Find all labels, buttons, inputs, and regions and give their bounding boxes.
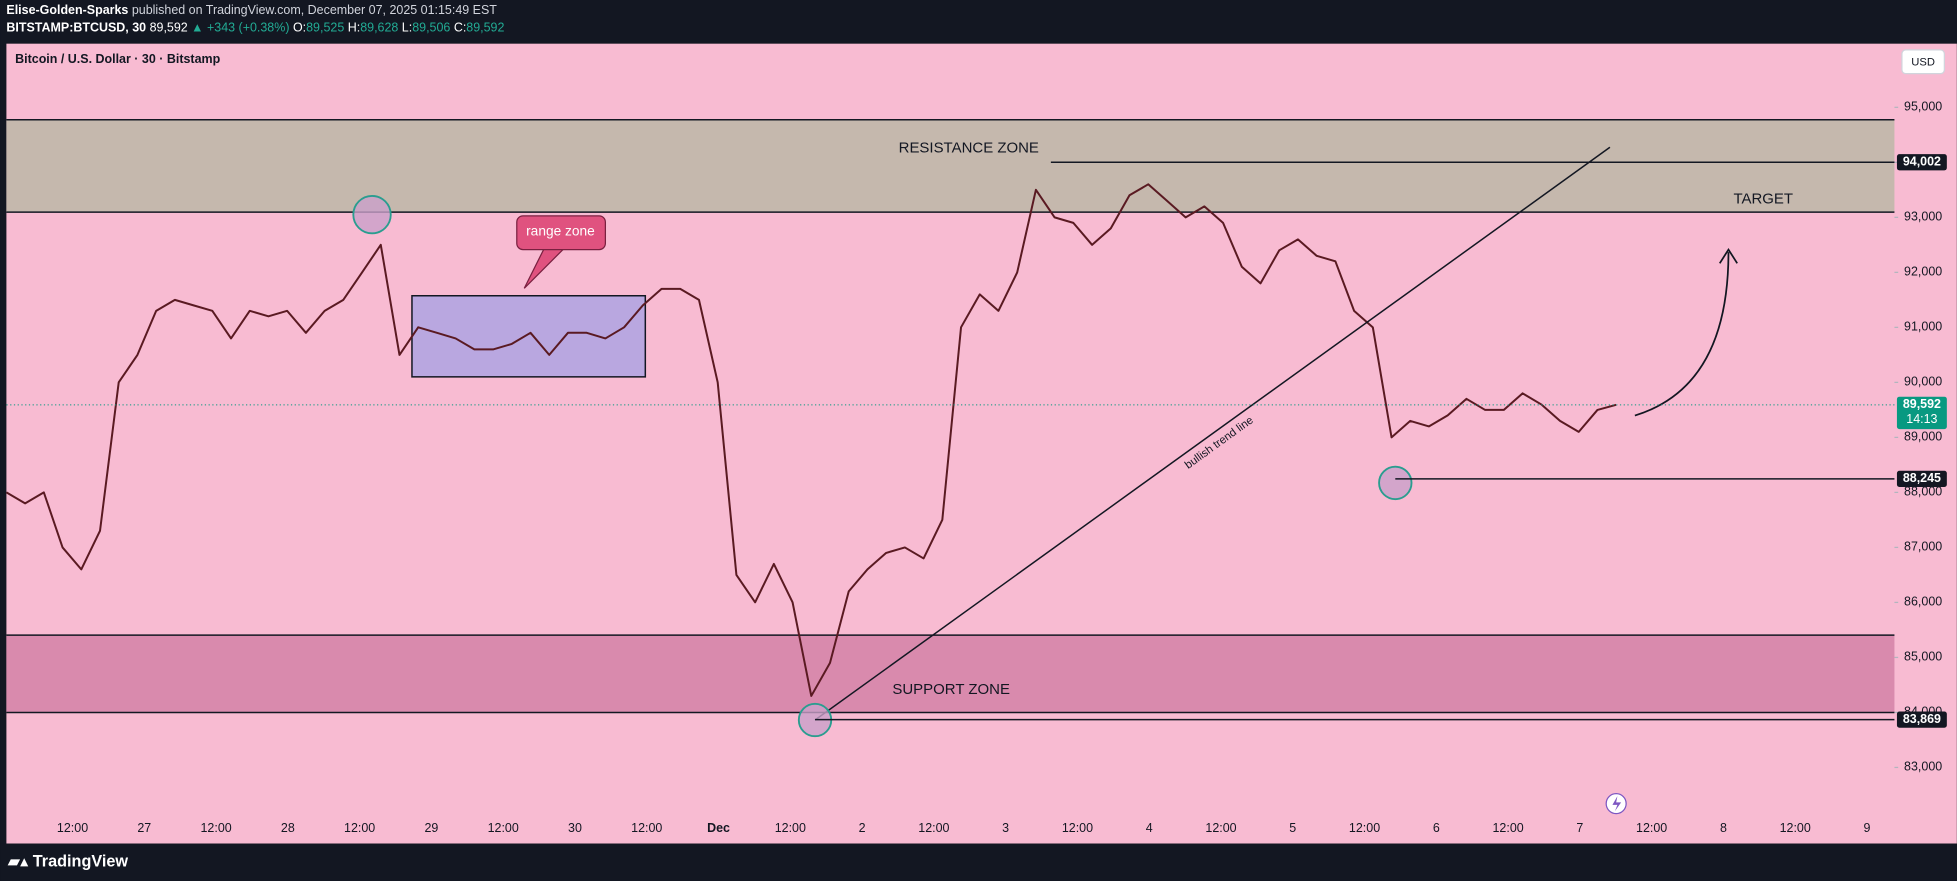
y-tick-label: 92,000 <box>1904 265 1942 279</box>
price-tag <box>1896 154 1947 171</box>
chart-title: Bitcoin / U.S. Dollar · 30 · Bitstamp <box>15 52 220 66</box>
price-tag-label: 83,869 <box>1903 712 1941 726</box>
target-label: TARGET <box>1733 191 1793 208</box>
x-tick-label: 12:00 <box>775 821 806 835</box>
callout-label: range zone <box>526 224 595 239</box>
x-tick-label: 12:00 <box>488 821 519 835</box>
x-tick-label: 12:00 <box>918 821 949 835</box>
x-tick-label: 5 <box>1289 821 1296 835</box>
x-tick-label: 12:00 <box>57 821 88 835</box>
x-tick-label: 12:00 <box>1780 821 1811 835</box>
support-zone <box>6 635 1895 713</box>
plot <box>5 183 1617 697</box>
price-tag-label: 88,245 <box>1903 471 1941 485</box>
ohlc-value: 89,592 <box>466 21 504 35</box>
ohlc-label: C: <box>454 21 466 35</box>
pivot-circle <box>352 194 392 235</box>
y-tick-label: 89,000 <box>1904 430 1942 444</box>
resistance-label: RESISTANCE ZONE <box>899 139 1039 156</box>
callout <box>516 215 607 251</box>
x-tick-label: 12:00 <box>1636 821 1667 835</box>
x-tick-label: 12:00 <box>200 821 231 835</box>
published: published on TradingView.com, December 0… <box>132 4 497 18</box>
brand-name: TradingView <box>33 853 129 871</box>
x-tick-label: 9 <box>1864 821 1871 835</box>
y-tick-label: 83,000 <box>1904 760 1942 774</box>
x-tick-label: 2 <box>859 821 866 835</box>
price-tag <box>1896 470 1947 488</box>
header-line: Elise-Golden-Sparks published on Trading… <box>6 4 497 18</box>
brand-mark: ▰▴ <box>8 853 33 871</box>
ohlc-value: 89,506 <box>412 21 450 35</box>
symbol: BITSTAMP:BTCUSD, 30 <box>6 21 146 35</box>
y-tick-label: 86,000 <box>1904 595 1942 609</box>
x-tick-label: 12:00 <box>1349 821 1380 835</box>
price-tag-label: 89,592 <box>1903 397 1941 411</box>
symbol-line: BITSTAMP:BTCUSD, 30 89,592 ▲ +343 (+0.38… <box>6 21 504 35</box>
x-tick-label: 4 <box>1146 821 1153 835</box>
y-tick-label: 85,000 <box>1904 650 1942 664</box>
price-tag <box>1896 711 1947 728</box>
footer-bar <box>0 843 1957 881</box>
resistance-zone <box>6 119 1895 213</box>
currency-button[interactable] <box>1901 49 1945 75</box>
arrow-head <box>1719 247 1738 264</box>
x-tick-label: 6 <box>1433 821 1440 835</box>
change: ▲ +343 (+0.38%) <box>191 21 289 35</box>
x-tick-label: 12:00 <box>631 821 662 835</box>
support-label: SUPPORT ZONE <box>892 681 1010 698</box>
publisher: Elise-Golden-Sparks <box>6 4 128 18</box>
last-price: 89,592 <box>150 21 188 35</box>
x-tick-label: 27 <box>137 821 151 835</box>
x-tick-label: 12:00 <box>1205 821 1236 835</box>
x-tick-label: 7 <box>1576 821 1583 835</box>
x-tick-label: 29 <box>424 821 438 835</box>
price-line <box>5 183 1617 697</box>
currency-label: USD <box>1911 56 1935 68</box>
ohlc-label: O: <box>293 21 306 35</box>
brand: ▰▴ TradingView <box>8 853 129 871</box>
y-tick-label: 88,000 <box>1904 485 1942 499</box>
ohlc-value: 89,628 <box>360 21 398 35</box>
x-tick-label: 28 <box>281 821 295 835</box>
replay-glyph <box>1612 796 1622 812</box>
ohlc-value: 89,525 <box>306 21 344 35</box>
price-tag-label: 94,002 <box>1903 155 1941 169</box>
ohlc-label: H: <box>348 21 360 35</box>
y-tick-label: 93,000 <box>1904 210 1942 224</box>
ohlc-label: L: <box>402 21 412 35</box>
x-tick-label: 12:00 <box>1062 821 1093 835</box>
y-tick-label: 95,000 <box>1904 100 1942 114</box>
x-tick-label: 12:00 <box>344 821 375 835</box>
x-tick-label: 3 <box>1002 821 1009 835</box>
trend-line <box>814 146 1611 721</box>
countdown: 14:13 <box>1906 412 1937 426</box>
pivot-circle <box>1378 465 1413 501</box>
range-box <box>411 294 647 378</box>
price-tag <box>1896 396 1947 430</box>
y-tick-label: 87,000 <box>1904 540 1942 554</box>
y-tick-label: 91,000 <box>1904 320 1942 334</box>
x-tick-label: 12:00 <box>1492 821 1523 835</box>
x-tick-label: 30 <box>568 821 582 835</box>
target-arrow <box>1634 252 1730 417</box>
y-tick-label: 90,000 <box>1904 375 1942 389</box>
x-tick-label: 8 <box>1720 821 1727 835</box>
x-tick-label: Dec <box>707 821 730 835</box>
